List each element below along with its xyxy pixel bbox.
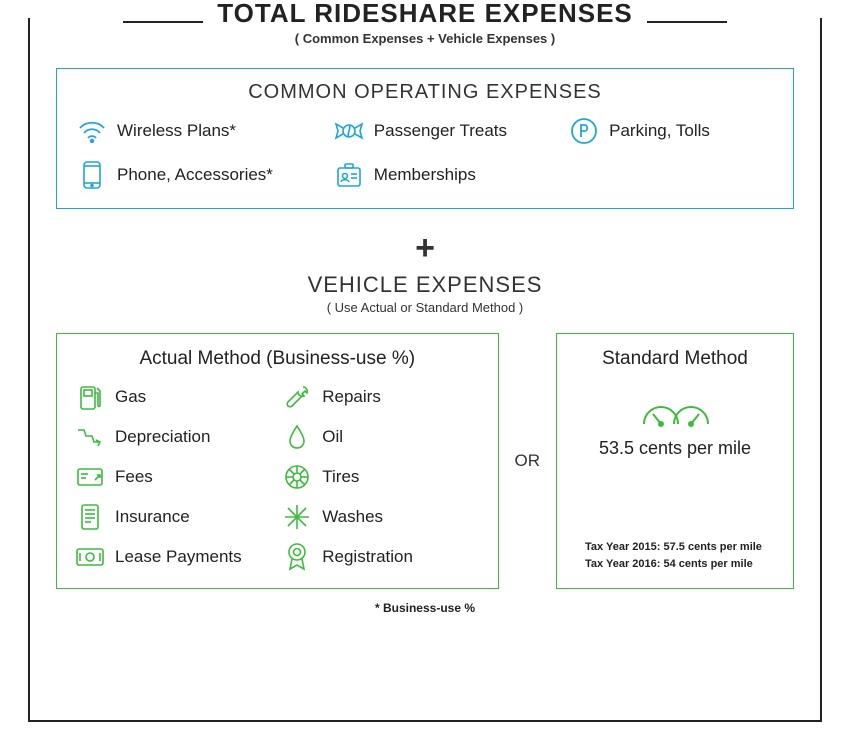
expense-item: Gas [75,382,272,412]
vehicle-methods-row: Actual Method (Business-use %) Gas [56,333,794,589]
item-label: Parking, Tolls [609,121,710,141]
actual-grid: Gas Repairs [75,382,480,572]
item-label: Gas [115,387,146,407]
main-title: TOTAL RIDESHARE EXPENSES [217,0,633,29]
plus-symbol: + [56,229,794,268]
actual-title: Actual Method (Business-use %) [75,348,480,370]
item-label: Washes [322,507,383,527]
lease-icon [75,542,105,572]
wash-icon [282,502,312,532]
item-label: Tires [322,467,359,487]
expense-item: Lease Payments [75,542,272,572]
expense-item: Phone, Accessories* [77,160,324,190]
insurance-icon [75,502,105,532]
footnote: * Business-use % [56,601,794,615]
registration-icon [282,542,312,572]
item-label: Depreciation [115,427,210,447]
badge-icon [334,160,364,190]
expense-item: Repairs [282,382,479,412]
common-grid: Wireless Plans* Passenger Treats [77,116,773,190]
vehicle-heading: VEHICLE EXPENSES [56,272,794,298]
gauge-icon [575,388,775,428]
expense-item: Memberships [334,160,559,190]
expense-item: Wireless Plans* [77,116,324,146]
standard-history: Tax Year 2015: 57.5 cents per mile Tax Y… [575,539,775,572]
phone-icon [77,160,107,190]
item-label: Wireless Plans* [117,121,236,141]
item-label: Passenger Treats [374,121,507,141]
expense-item: Insurance [75,502,272,532]
item-label: Repairs [322,387,381,407]
depreciation-icon [75,422,105,452]
title-block: TOTAL RIDESHARE EXPENSES ( Common Expens… [203,0,647,46]
main-subtitle: ( Common Expenses + Vehicle Expenses ) [217,31,633,46]
expense-item: Washes [282,502,479,532]
standard-rate: 53.5 cents per mile [575,438,775,459]
content: COMMON OPERATING EXPENSES Wireless Plans… [56,68,794,615]
wifi-icon [77,116,107,146]
wrench-icon [282,382,312,412]
expense-item: Parking, Tolls [569,116,773,146]
history-line: Tax Year 2016: 54 cents per mile [585,556,775,573]
expense-item: Passenger Treats [334,116,559,146]
expense-item: Oil [282,422,479,452]
fees-icon [75,462,105,492]
actual-method-box: Actual Method (Business-use %) Gas [56,333,499,589]
standard-method-box: Standard Method 53.5 cents per mile Tax … [556,333,794,589]
item-label: Phone, Accessories* [117,165,273,185]
title-strip: TOTAL RIDESHARE EXPENSES ( Common Expens… [28,0,822,46]
common-heading: COMMON OPERATING EXPENSES [77,81,773,104]
vehicle-subtitle: ( Use Actual or Standard Method ) [56,300,794,315]
common-expenses-box: COMMON OPERATING EXPENSES Wireless Plans… [56,68,794,209]
candy-icon [334,116,364,146]
infographic-frame: TOTAL RIDESHARE EXPENSES ( Common Expens… [28,18,822,722]
expense-item: Registration [282,542,479,572]
history-line: Tax Year 2015: 57.5 cents per mile [585,539,775,556]
standard-title: Standard Method [575,348,775,370]
oil-icon [282,422,312,452]
item-label: Lease Payments [115,547,242,567]
item-label: Registration [322,547,413,567]
gas-icon [75,382,105,412]
item-label: Oil [322,427,343,447]
expense-item: Depreciation [75,422,272,452]
item-label: Insurance [115,507,190,527]
or-separator: OR [511,333,545,589]
parking-icon [569,116,599,146]
item-label: Fees [115,467,153,487]
tire-icon [282,462,312,492]
expense-item: Tires [282,462,479,492]
expense-item: Fees [75,462,272,492]
item-label: Memberships [374,165,476,185]
